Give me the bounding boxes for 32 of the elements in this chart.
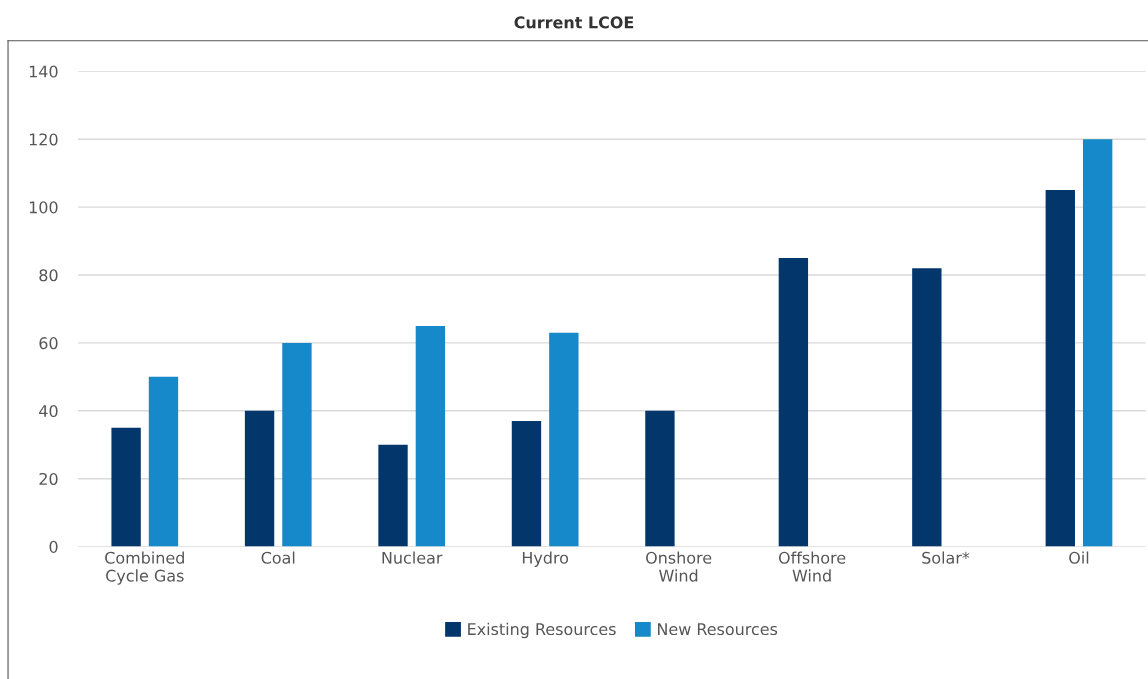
x-tick-label: Coal xyxy=(261,551,295,564)
y-tick-label: 140 xyxy=(29,65,58,78)
y-tick-label: 0 xyxy=(49,540,58,553)
bar xyxy=(378,444,408,547)
y-tick-label: 100 xyxy=(29,201,58,214)
x-tick-label: Hydro xyxy=(522,551,569,567)
bar xyxy=(912,268,942,547)
legend-label: Existing Resources xyxy=(468,622,616,639)
bar xyxy=(111,427,141,547)
bar xyxy=(549,332,579,547)
x-tick-label: Offshore Wind xyxy=(778,551,846,582)
bar xyxy=(645,410,675,547)
bar xyxy=(1045,190,1075,547)
y-tick-label: 80 xyxy=(39,269,58,282)
chart-title: Current LCOE xyxy=(514,16,634,29)
x-tick-label: Nuclear xyxy=(382,551,443,564)
bar xyxy=(148,376,179,547)
bar xyxy=(1082,139,1113,547)
legend-label: New Resources xyxy=(658,623,778,636)
y-tick-label: 60 xyxy=(39,337,58,350)
bar xyxy=(282,342,312,547)
y-tick-label: 20 xyxy=(39,472,58,485)
bar xyxy=(244,410,275,547)
x-tick-label: Onshore Wind xyxy=(646,551,712,582)
x-tick-label: Oil xyxy=(1069,551,1089,564)
bar xyxy=(778,258,809,547)
x-tick-label: Combined Cycle Gas xyxy=(105,551,184,585)
y-tick-label: 120 xyxy=(29,133,58,146)
x-tick-label: Solar* xyxy=(922,551,970,564)
bar xyxy=(511,420,542,547)
y-tick-label: 40 xyxy=(39,405,58,418)
bar xyxy=(415,325,446,547)
